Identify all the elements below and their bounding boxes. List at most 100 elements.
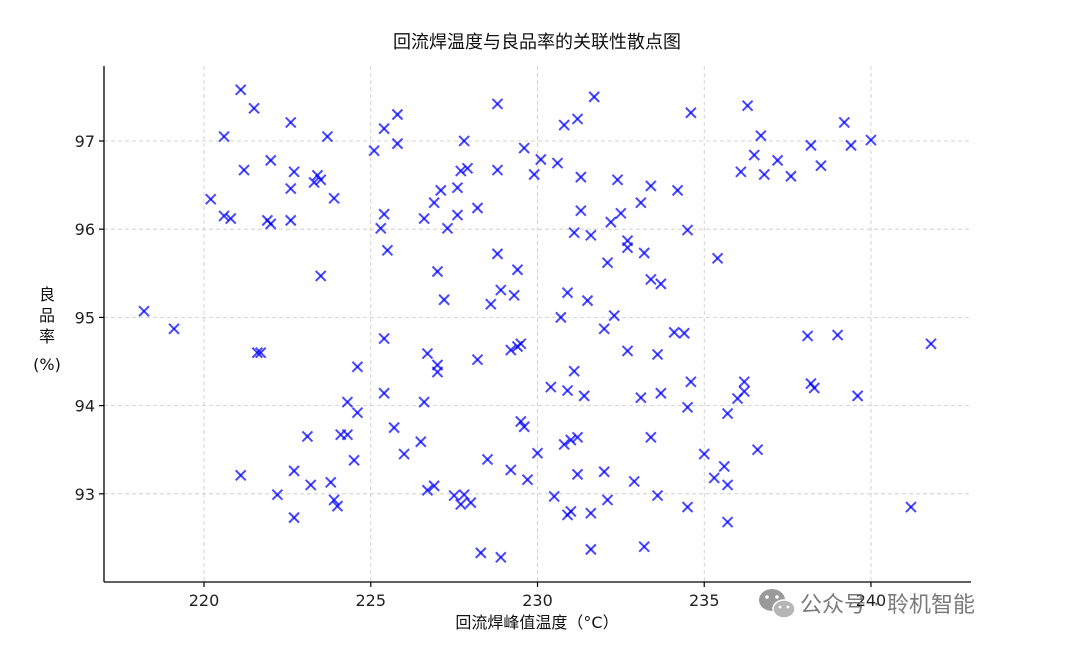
data-point-marker: [315, 270, 327, 282]
data-point-marker: [635, 197, 647, 209]
data-point-marker: [518, 421, 530, 433]
data-point-marker: [505, 464, 517, 476]
data-point-marker: [815, 159, 827, 172]
data-point-marker: [235, 469, 247, 481]
data-point-marker: [681, 224, 694, 236]
data-point-marker: [448, 489, 460, 502]
data-point-marker: [681, 501, 694, 513]
data-point-marker: [388, 421, 400, 434]
data-point-marker: [351, 406, 364, 419]
data-point-marker: [585, 543, 597, 556]
data-point-marker: [925, 338, 937, 350]
data-point-marker: [645, 273, 657, 286]
data-point-marker: [575, 204, 587, 217]
data-point-marker: [838, 116, 850, 129]
data-point-marker: [735, 166, 747, 178]
data-point-marker: [548, 490, 560, 503]
data-point-marker: [721, 516, 734, 528]
data-point-marker: [571, 431, 584, 444]
data-point-marker: [508, 289, 520, 302]
y-axis-label: 良 品 率 (%): [33, 285, 61, 374]
data-point-marker: [455, 165, 467, 177]
data-point-marker: [465, 496, 477, 509]
data-point-marker: [255, 346, 267, 359]
data-point-marker: [588, 91, 600, 103]
data-point-marker: [378, 122, 390, 135]
data-point-marker: [721, 479, 734, 491]
data-point-marker: [685, 376, 697, 388]
data-point-marker: [721, 407, 734, 420]
data-point-marker: [531, 447, 544, 459]
data-point-marker: [288, 465, 300, 477]
x-tick-label: 230: [522, 591, 553, 610]
data-point-marker: [611, 174, 624, 186]
data-point-marker: [831, 329, 844, 341]
data-point-marker: [315, 174, 327, 186]
chart-title: 回流焊温度与良品率的关联性散点图: [393, 32, 681, 53]
data-point-marker: [331, 500, 344, 512]
data-point-marker: [635, 391, 647, 404]
data-point-marker: [655, 387, 667, 399]
data-point-marker: [285, 116, 297, 129]
data-point-marker: [551, 157, 564, 169]
data-point-marker: [708, 472, 720, 484]
data-point-marker: [851, 390, 864, 402]
data-point-marker: [585, 507, 597, 519]
data-point-marker: [651, 489, 664, 502]
data-point-marker: [428, 197, 440, 209]
data-point-marker: [485, 298, 497, 310]
data-point-marker: [458, 135, 470, 147]
data-point-marker: [535, 153, 547, 166]
data-point-marker: [711, 252, 724, 264]
data-point-marker: [491, 164, 504, 176]
data-point-marker: [698, 448, 710, 460]
data-point-marker: [378, 387, 390, 399]
data-point-marker: [168, 323, 180, 335]
data-point-marker: [655, 278, 667, 290]
data-point-marker: [598, 323, 610, 335]
data-point-marker: [748, 149, 760, 161]
data-point-marker: [808, 382, 820, 394]
data-point-marker: [325, 476, 337, 489]
data-point-marker: [561, 384, 574, 397]
data-point-marker: [615, 207, 627, 220]
data-point-marker: [758, 168, 770, 181]
data-point-marker: [341, 396, 354, 408]
data-point-marker: [555, 311, 567, 324]
data-point-marker: [481, 453, 494, 466]
data-point-marker: [451, 209, 464, 221]
data-point-marker: [578, 390, 590, 402]
data-point-marker: [251, 346, 264, 359]
data-point-marker: [865, 134, 877, 146]
data-point-marker: [645, 180, 657, 192]
data-point-marker: [491, 98, 504, 110]
y-axis-label-char: 品: [39, 306, 55, 325]
tick-labels: 220 225 230 235 240 93 94 95 96 97: [75, 132, 887, 610]
data-point-marker: [491, 248, 504, 260]
data-point-marker: [751, 443, 764, 456]
data-point-marker: [628, 475, 640, 488]
data-point-marker: [461, 162, 474, 175]
data-point-marker: [601, 256, 614, 269]
data-point-marker: [398, 448, 410, 460]
data-point-marker: [738, 376, 750, 388]
data-point-marker: [558, 119, 570, 131]
data-point-marker: [645, 431, 657, 444]
data-point-marker: [328, 192, 340, 205]
data-point-marker: [571, 468, 584, 481]
data-point-marker: [545, 381, 557, 393]
data-point-marker: [431, 366, 444, 378]
data-point-marker: [378, 208, 390, 220]
data-point-marker: [565, 505, 577, 518]
data-point-marker: [418, 396, 430, 408]
data-point-marker: [415, 436, 427, 448]
data-point-marker: [418, 212, 430, 225]
data-point-marker: [288, 511, 300, 524]
data-points: [138, 84, 937, 564]
data-point-marker: [391, 108, 404, 121]
data-point-marker: [845, 139, 857, 152]
y-tick-label: 93: [75, 485, 95, 504]
data-point-marker: [505, 344, 517, 356]
data-point-marker: [581, 294, 594, 307]
